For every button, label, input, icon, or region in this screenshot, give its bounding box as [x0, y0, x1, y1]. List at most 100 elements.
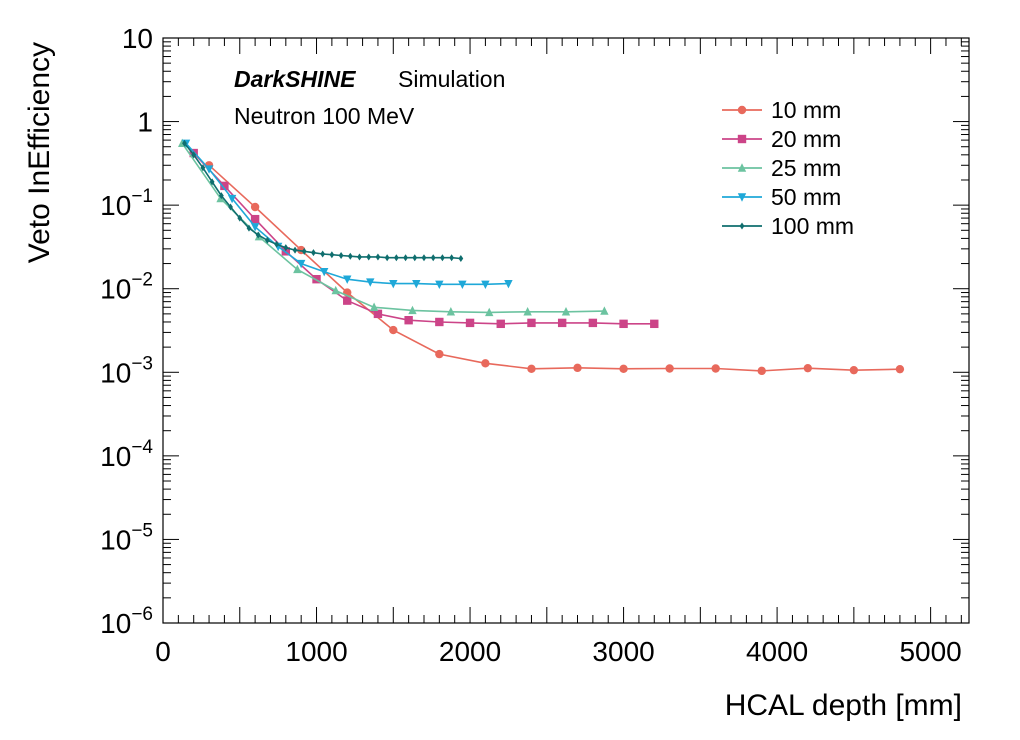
data-point [573, 363, 582, 373]
data-point [182, 139, 187, 147]
data-point [527, 364, 536, 374]
data-point [218, 192, 224, 200]
data-point [412, 254, 418, 262]
data-point [408, 305, 417, 315]
subtitle-label: Neutron 100 MeV [234, 103, 415, 129]
data-point [200, 164, 206, 172]
legend-marker [737, 134, 747, 144]
plot-frame [162, 37, 970, 624]
data-point [331, 285, 340, 295]
data-point [458, 280, 467, 289]
x-tick-label: 4000 [746, 636, 808, 667]
y-tick-label: 1 [137, 107, 153, 138]
legend-marker [737, 163, 747, 172]
y-axis-label: Veto InEfficiency [23, 42, 56, 263]
data-point [458, 254, 464, 262]
series-50-mm [181, 139, 513, 289]
data-point [369, 302, 379, 311]
data-point [204, 165, 214, 174]
data-point [255, 231, 261, 239]
data-point [338, 251, 344, 259]
data-point [481, 280, 490, 289]
data-point [216, 193, 225, 203]
data-point [561, 307, 571, 316]
series-layer [177, 138, 905, 376]
x-tick-label: 3000 [592, 636, 654, 667]
data-point [250, 202, 260, 212]
data-point [527, 318, 536, 328]
brand-suffix-label: Simulation [398, 66, 505, 92]
data-point [588, 318, 598, 328]
data-point [496, 319, 505, 329]
legend-label: 25 mm [771, 155, 841, 181]
data-point [446, 307, 456, 316]
data-point [292, 246, 298, 254]
data-point [435, 317, 444, 327]
data-point [711, 364, 720, 373]
data-point [465, 318, 475, 328]
data-point [293, 264, 302, 274]
legend-marker [737, 105, 747, 115]
legend-marker [737, 193, 747, 202]
data-point [523, 307, 532, 316]
data-point [600, 306, 609, 315]
data-point [803, 363, 812, 373]
legend-label: 50 mm [771, 184, 841, 210]
y-axis-ticks: 10 1 10−1 10−2 10−3 10−4 10−5 10−6 [100, 23, 969, 639]
data-point [357, 253, 362, 261]
series-line [185, 142, 509, 286]
data-point [375, 253, 381, 261]
data-point [504, 279, 513, 289]
y-tick-label: 10−4 [100, 437, 153, 472]
data-point [895, 364, 905, 374]
data-point [246, 224, 252, 232]
legend-item: 25 mm [722, 155, 841, 181]
y-tick-label: 10−3 [100, 353, 153, 388]
data-point [301, 247, 307, 255]
x-tick-label: 0 [155, 636, 171, 667]
data-point [393, 254, 399, 262]
data-point [220, 181, 229, 191]
data-point [366, 278, 375, 287]
data-point [440, 254, 445, 262]
x-axis-ticks: 0 1000 2000 3000 4000 5000 [155, 38, 962, 667]
data-point [435, 280, 444, 289]
legend-item: 50 mm [722, 184, 841, 210]
data-point [849, 365, 859, 375]
y-tick-label: 10 [122, 23, 153, 54]
x-tick-label: 2000 [439, 636, 501, 667]
data-point [435, 349, 444, 359]
data-point [619, 319, 628, 329]
legend-label: 20 mm [771, 126, 841, 152]
legend-item: 100 mm [722, 213, 854, 239]
data-point [228, 203, 233, 211]
data-point [449, 254, 455, 262]
y-tick-label: 10−6 [100, 604, 153, 639]
legend-label: 100 mm [771, 213, 854, 239]
x-tick-label: 1000 [285, 636, 347, 667]
data-point [274, 240, 280, 248]
data-point [296, 259, 306, 269]
data-point [389, 325, 398, 335]
series-line [193, 152, 655, 325]
y-tick-label: 10−5 [100, 520, 153, 555]
data-point [404, 315, 413, 325]
data-point [250, 223, 260, 232]
data-point [481, 359, 490, 368]
series-25-mm [177, 138, 609, 317]
brand-label: DarkSHINE [234, 66, 356, 92]
legend-label: 10 mm [771, 97, 841, 123]
data-point [389, 279, 398, 289]
data-point [619, 364, 628, 374]
legend-marker [739, 222, 745, 230]
series-100-mm [182, 139, 464, 262]
legend: 10 mm 20 mm 25 mm 50 mm 100 mm [722, 97, 854, 239]
data-point [237, 214, 243, 222]
data-point [384, 254, 390, 262]
data-point [311, 249, 316, 257]
data-point [757, 366, 766, 376]
data-point [412, 279, 421, 289]
data-point [485, 307, 494, 317]
data-point [343, 275, 352, 284]
y-tick-label: 10−2 [100, 270, 153, 305]
